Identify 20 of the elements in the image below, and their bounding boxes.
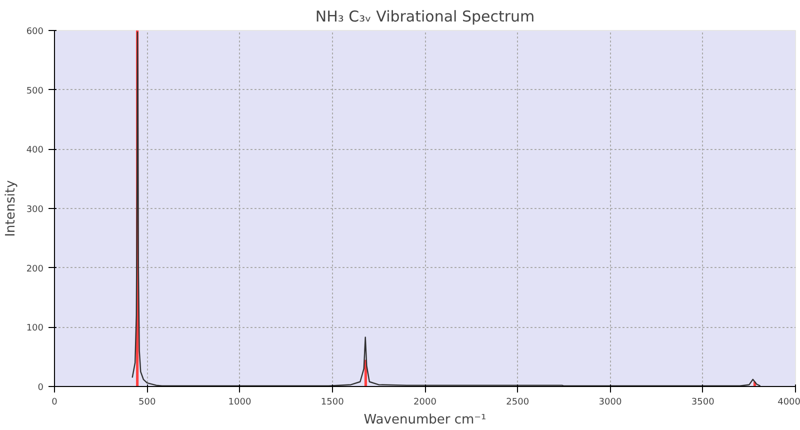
y-tick-label: 100 bbox=[26, 324, 44, 334]
x-tick-label: 2500 bbox=[506, 398, 530, 408]
y-tick-label: 600 bbox=[26, 27, 44, 37]
y-tick-label: 300 bbox=[26, 205, 44, 215]
y-tick-label: 400 bbox=[26, 146, 44, 156]
x-tick-label: 2000 bbox=[414, 398, 437, 408]
x-tick-label: 0 bbox=[52, 398, 58, 408]
chart-title: NH₃ C₃ᵥ Vibrational Spectrum bbox=[315, 8, 535, 26]
x-tick-label: 3000 bbox=[598, 398, 622, 408]
y-tick-label: 500 bbox=[26, 86, 44, 96]
x-tick-label: 4000 bbox=[778, 398, 800, 408]
x-tick-label: 500 bbox=[138, 398, 156, 408]
x-tick-label: 3500 bbox=[691, 398, 715, 408]
x-tick-label: 1500 bbox=[320, 398, 344, 408]
y-tick-label: 200 bbox=[26, 264, 44, 274]
y-axis-title: Intensity bbox=[3, 180, 18, 237]
line-series bbox=[132, 32, 761, 386]
x-tick-label: 1000 bbox=[228, 398, 252, 408]
x-axis-title: Wavenumber cm⁻¹ bbox=[364, 412, 486, 428]
y-tick-label: 0 bbox=[38, 383, 44, 393]
